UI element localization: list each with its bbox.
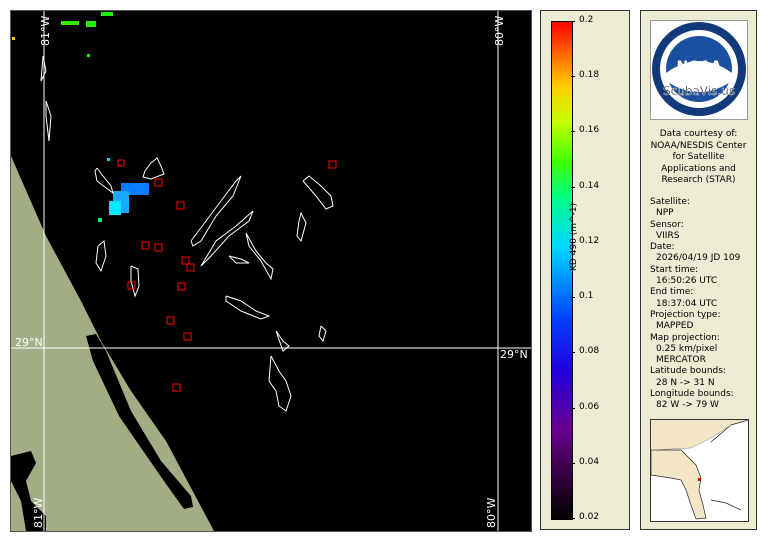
colorbar-tick-mark (571, 241, 575, 243)
colorbar-tick-label: 0.12 (579, 235, 600, 246)
svg-text:ScubaVis.us: ScubaVis.us (663, 84, 735, 98)
colorbar-tick-label: 0.14 (579, 180, 600, 191)
info-panel: NOAA ScubaVis.us Data courtesy of: NOAA/N… (640, 10, 757, 530)
colorbar-tick-label: 0.2 (579, 15, 594, 25)
meta-value: 82 W -> 79 W (656, 400, 719, 411)
chlorophyll-pixels (12, 12, 149, 222)
colorbar-tick-mark (571, 352, 575, 354)
meta-value: NPP (656, 208, 674, 219)
meta-value: 16:50:26 UTC (656, 276, 718, 287)
colorbar-tick-label: 0.08 (579, 346, 600, 357)
courtesy-line: Research (STAR) (661, 175, 736, 185)
colorbar-tick-label: 0.1 (579, 291, 594, 302)
land-florida (11, 156, 214, 531)
meta-value: 18:37:04 UTC (656, 298, 718, 309)
colorbar-title: KD 490 (m^-1) (568, 202, 579, 271)
colorbar-tick-label: 0.06 (579, 401, 600, 412)
colorbar-tick-mark (571, 131, 575, 133)
lon-label-bottom-left: 81°W (32, 498, 45, 528)
meta-label: Sensor: (650, 219, 684, 230)
meta-label: Latitude bounds: (650, 366, 726, 377)
meta-value: MERCATOR (656, 355, 706, 366)
lagoon-south (11, 451, 46, 531)
meta-label: Date: (650, 242, 675, 253)
lon-label-top-right: 80°W (493, 16, 506, 46)
meta-label: End time: (650, 287, 694, 298)
colorbar-tick-label: 0.04 (579, 456, 600, 467)
colorbar-panel: 0.2 0.18 0.16 0.14 0.12 0.1 0.08 0.06 0.04 0.02 K… (540, 10, 630, 530)
courtesy-line: Data courtesy of: (659, 129, 738, 139)
meta-label: Longitude bounds: (650, 389, 734, 400)
colorbar-tick-mark (571, 462, 575, 464)
colorbar-tick-label: 0.02 (579, 512, 600, 522)
meta-label: Satellite: (650, 197, 690, 207)
noaa-logo: NOAA ScubaVis.us (650, 20, 748, 120)
lon-label-top-left: 81°W (39, 16, 52, 46)
meta-label: Start time: (650, 264, 699, 275)
meta-value: MAPPED (656, 321, 694, 332)
lagoon (86, 334, 193, 509)
colorbar-tick-mark (571, 21, 575, 22)
meta-value: 2026/04/19 JD 109 (656, 253, 741, 264)
colorbar-tick-label: 0.18 (579, 70, 600, 81)
courtesy-line: NOAA/NESDIS Center (650, 140, 747, 151)
colorbar-tick-mark (571, 407, 575, 409)
data-courtesy: Data courtesy of: NOAA/NESDIS Center for S… (641, 129, 756, 187)
lon-label-bottom-right: 80°W (485, 498, 498, 528)
colorbar-tick-mark (571, 76, 575, 78)
colorbar-tick-label: 0.16 (579, 125, 600, 136)
locator-map (650, 419, 749, 522)
reef-outlines (40, 55, 334, 412)
meta-label: Map projection: (650, 332, 720, 343)
colorbar-tick-mark (571, 186, 575, 188)
colorbar-gradient (551, 21, 573, 520)
lat-label-right: 29°N (500, 348, 528, 361)
kd490-map: 81°W 80°W 81°W 80°W 29°N 29°N (10, 10, 532, 532)
meta-value: 28 N -> 31 N (656, 377, 715, 388)
colorbar-tick-mark (571, 518, 575, 519)
graticule (11, 11, 531, 531)
meta-label: Projection type: (650, 309, 721, 320)
meta-value: 0.25 km/pixel (656, 343, 718, 354)
lat-label-left: 29°N (15, 336, 43, 349)
metadata-list: Satellite: NPP Sensor: VIIRS Date: 2026/04/19… (650, 197, 740, 412)
colorbar-tick-mark (571, 297, 575, 299)
meta-value: VIIRS (656, 230, 680, 241)
region-marker (698, 478, 701, 481)
courtesy-line: for Satellite (672, 152, 725, 162)
courtesy-line: Applications and (661, 163, 736, 174)
svg-text:NOAA: NOAA (677, 59, 722, 75)
station-markers (117, 159, 337, 392)
map-canvas: 81°W 80°W 81°W 80°W 29°N 29°N (11, 11, 531, 531)
